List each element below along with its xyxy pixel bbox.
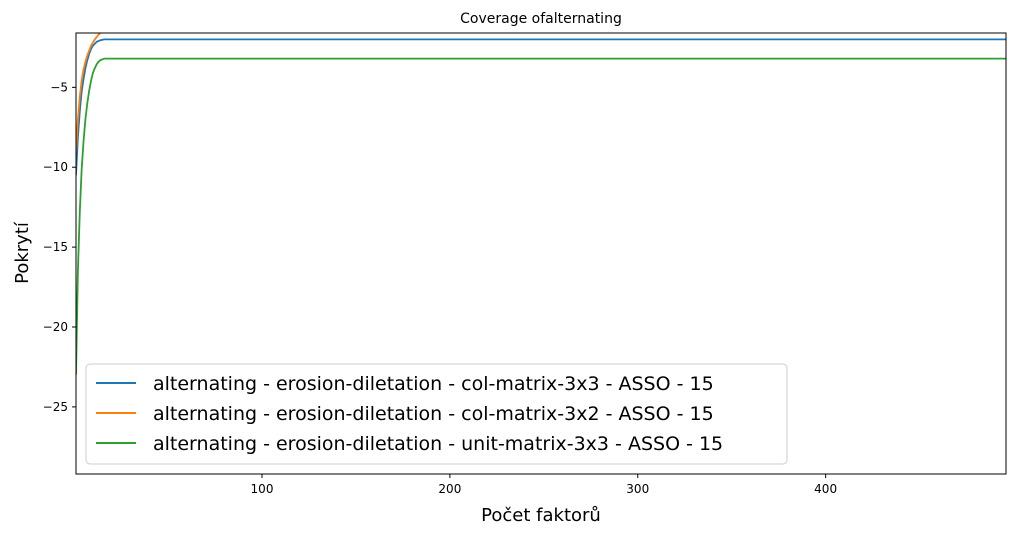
legend: alternating - erosion-diletation - col-m… bbox=[85, 363, 788, 465]
x-axis-title: Počet faktorů bbox=[481, 505, 601, 526]
series-line-3 bbox=[76, 57, 1006, 375]
series-line-2 bbox=[76, 33, 101, 152]
legend-box bbox=[85, 363, 788, 465]
series-line-1 bbox=[76, 38, 1006, 176]
plot-area bbox=[76, 33, 1006, 375]
y-axis-title: Pokrytí bbox=[12, 221, 33, 284]
x-tick-label-2: 200 bbox=[438, 482, 461, 496]
legend-entry-2: alternating - erosion-diletation - col-m… bbox=[153, 403, 714, 425]
plot-frame bbox=[75, 32, 1007, 475]
y-tick-label-3: −15 bbox=[43, 240, 68, 254]
y-tick-label-1: −25 bbox=[43, 400, 68, 414]
x-tick-label-3: 300 bbox=[626, 482, 649, 496]
legend-entry-3: alternating - erosion-diletation - unit-… bbox=[153, 433, 723, 455]
x-tick-label-1: 100 bbox=[251, 482, 274, 496]
y-axis: −25 −20 −15 −10 −5 bbox=[43, 80, 76, 414]
y-tick-label-4: −10 bbox=[43, 160, 68, 174]
legend-entry-1: alternating - erosion-diletation - col-m… bbox=[153, 373, 714, 395]
y-tick-label-2: −20 bbox=[43, 320, 68, 334]
chart-title: Coverage ofalternating bbox=[460, 11, 622, 27]
x-tick-label-4: 400 bbox=[814, 482, 837, 496]
x-axis: 100 200 300 400 bbox=[251, 474, 837, 496]
y-tick-label-5: −5 bbox=[50, 80, 68, 94]
